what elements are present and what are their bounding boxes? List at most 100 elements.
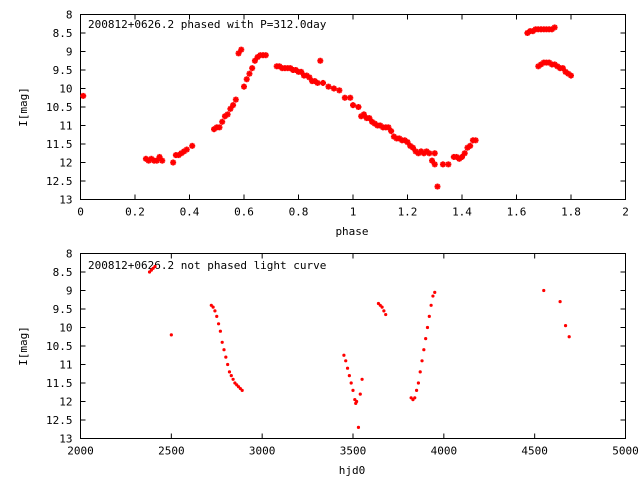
unphased-data-point [427,314,431,318]
unphased-data-point [422,348,426,352]
unphased-data-point [567,335,571,339]
unphased-data-point [425,325,430,330]
unphased-data-point [433,290,437,294]
phased-y-tick-label: 12.5 [46,175,73,188]
phased-data-point [472,137,479,144]
phased-x-tick-label: 0.6 [234,206,254,219]
unphased-data-point [169,333,173,337]
phased-data-point [246,70,253,77]
unphased-y-tick-label: 8.5 [53,266,73,279]
phased-y-tick-label: 10 [59,83,72,96]
phased-data-point [551,24,558,31]
unphased-data-point [424,337,428,341]
phased-data-point [243,76,250,83]
unphased-data-point [429,303,433,307]
unphased-x-tick-label: 3500 [340,445,367,458]
phased-data-point [347,94,354,101]
phased-data-point [434,183,441,190]
unphased-data-point [227,370,232,374]
phased-data-point [262,52,269,59]
phased-y-tick-label: 8.5 [53,27,73,40]
phased-data-point [320,79,327,86]
unphased-data-point [345,366,350,370]
phased-light-curve-panel: 200812+0626.2 phased with P=312.0day pha… [17,9,629,239]
phased-data-point [230,102,237,109]
phased-data-point [467,142,474,149]
unphased-x-axis-label: hjd0 [339,464,366,477]
unphased-data-point [218,329,222,333]
unphased-data-point [344,359,348,363]
unphased-data-point [416,381,420,385]
unphased-y-tick-label: 10 [59,322,72,335]
unphased-data-point [418,370,422,374]
phased-x-tick-label: 2 [622,206,629,219]
unphased-y-tick-label: 12 [59,396,72,409]
unphased-data-points [147,264,571,429]
phased-data-point [232,96,239,103]
phased-data-point [429,157,436,164]
unphased-y-axis-label: I[mag] [17,326,30,366]
unphased-data-point [558,300,562,304]
phased-data-point [336,87,343,94]
phased-data-point [238,46,245,53]
unphased-data-point [355,399,359,404]
unphased-data-point [211,305,215,309]
unphased-data-point [153,264,157,269]
phased-x-tick-label: 0.4 [180,206,200,219]
phased-data-point [189,142,196,149]
unphased-x-tick-label: 2500 [158,445,185,458]
phased-data-point [350,102,356,109]
phased-data-point [183,146,190,153]
unphased-y-tick-label: 8 [66,248,73,261]
unphased-data-point [349,381,353,385]
phased-x-tick-label: 1.2 [398,206,418,219]
unphased-x-tick-label: 3000 [249,445,276,458]
unphased-data-point [542,288,546,293]
unphased-data-point [231,377,235,381]
unphased-data-point [213,309,217,313]
phased-data-point [461,150,468,157]
unphased-data-point [342,353,346,357]
unphased-data-point [216,322,221,326]
phased-data-point [219,118,226,125]
phased-x-tick-label: 0 [77,206,84,219]
unphased-y-tick-label: 11.5 [46,377,73,390]
unphased-data-point [220,340,224,344]
phased-x-axis-label: phase [335,225,368,238]
phased-x-tick-label: 1 [350,206,357,219]
unphased-data-point [414,388,419,392]
unphased-y-tick-label: 13 [59,433,72,446]
phased-data-point [439,161,446,168]
phased-x-tick-label: 1.8 [561,206,581,219]
unphased-data-point [347,374,351,378]
unphased-x-tick-label: 4000 [431,445,458,458]
unphased-data-point [384,312,388,317]
phased-data-point [298,68,305,75]
phased-data-point [341,94,348,101]
phased-data-point [249,65,256,72]
phased-data-point [426,150,433,157]
unphased-data-point [222,348,226,352]
unphased-data-point [380,305,384,309]
phased-data-point [170,159,177,166]
phased-y-tick-label: 8 [66,9,73,22]
unphased-x-tick-label: 4500 [521,445,548,458]
unphased-y-ticks: 8 8.5 9 9.5 10 10.5 11 11.5 12 12.5 13 [46,248,626,446]
phased-y-tick-label: 9 [66,46,73,59]
unphased-y-tick-label: 11 [59,359,72,372]
unphased-data-point [360,377,364,381]
phased-data-point [568,72,574,79]
unphased-data-point [382,309,386,313]
unphased-x-tick-label: 5000 [612,445,639,458]
phased-data-point [80,92,87,99]
phased-data-point [559,65,566,72]
phased-y-tick-label: 11 [59,120,72,133]
phased-data-point [366,115,373,122]
phased-y-axis-label: I[mag] [17,87,30,127]
phased-y-tick-label: 11.5 [46,138,73,151]
unphased-data-point [226,362,230,367]
unphased-data-point [431,294,435,298]
phased-data-point [224,111,231,118]
unphased-data-point [215,314,219,318]
